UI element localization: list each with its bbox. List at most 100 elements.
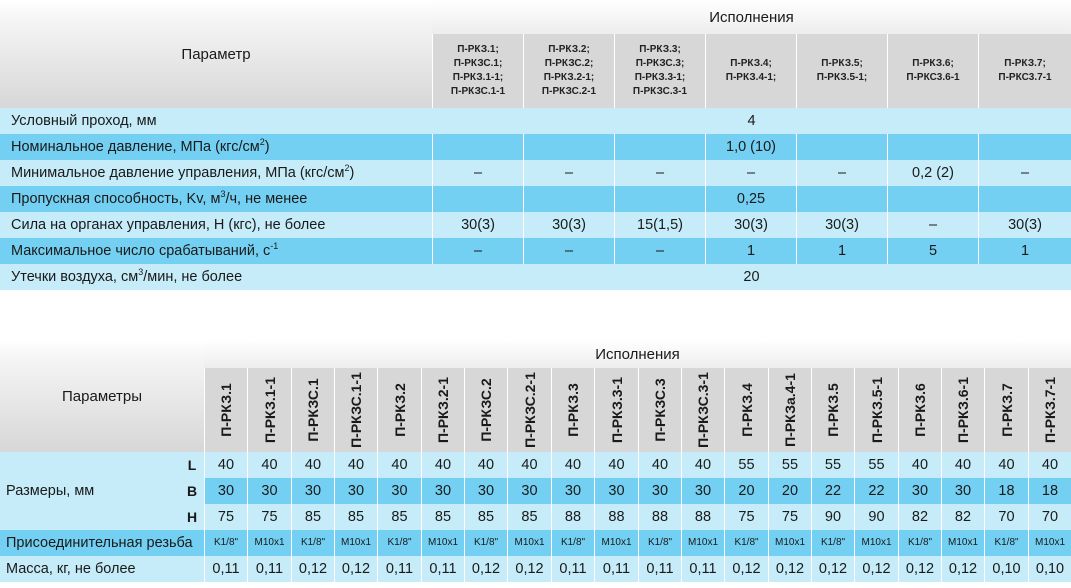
variant-header-text: П-РКЗ.1; П-РКЗС.1; П-РКЗ.1-1; П-РКЗС.1-1 [450, 44, 506, 97]
variant-header-text: П-РКЗ.3; П-РКЗС.3; П-РКЗ.3-1; П-РКЗС.3-1 [632, 44, 688, 97]
variant-header-text: П-РКЗ.1-1 [261, 376, 278, 444]
variant-header: П-РКЗС.1 [291, 368, 334, 452]
row-label: Утечки воздуха, см3/мин, не более [0, 264, 432, 290]
row-value: 30 [291, 478, 334, 504]
variant-header: П-РКЗС.2-1 [507, 368, 551, 452]
row-value: 75 [247, 504, 291, 530]
row-value [796, 186, 887, 212]
dimension-letter: L [180, 452, 204, 478]
variant-header-text: П-РКЗС.1 [305, 378, 321, 442]
row-value: M10x1 [421, 530, 464, 556]
variant-header-text: П-РКЗ.6 [912, 383, 928, 437]
variant-header-text: П-РКЗС.3-1 [695, 372, 711, 448]
row-value: M10x1 [854, 530, 898, 556]
row-value: 40 [507, 452, 551, 478]
row-value: 0,12 [941, 556, 984, 582]
row-value: 85 [421, 504, 464, 530]
variant-header: П-РКЗ.2-1 [421, 368, 464, 452]
row-value: K1/8" [638, 530, 681, 556]
variant-header: П-РКЗ.5; П-РКЗ.5-1; [796, 34, 887, 108]
variants-header-text: Исполнения [709, 8, 794, 26]
row-value [978, 186, 1071, 212]
row-value: M10x1 [507, 530, 551, 556]
row-value: – [705, 160, 796, 186]
row-label-superscript: 3 [138, 267, 144, 278]
variant-header: П-РКЗС.3 [638, 368, 681, 452]
row-value: 88 [551, 504, 594, 530]
variants-header: Исполнения [432, 0, 1071, 34]
row-value: 1 [978, 238, 1071, 264]
row-value: 0,12 [768, 556, 811, 582]
row-value: 40 [377, 452, 421, 478]
row-value: 0,12 [334, 556, 377, 582]
variant-header: П-РКЗС.1-1 [334, 368, 377, 452]
row-value: 0,11 [638, 556, 681, 582]
row-value: 30(3) [523, 212, 614, 238]
params-header: Параметры [0, 340, 204, 452]
row-value: 20 [432, 264, 1071, 290]
variant-header-text: П-РКЗ.2; П-РКЗС.2; П-РКЗ.2-1; П-РКЗС.2-1 [541, 44, 597, 97]
row-value: 18 [984, 478, 1028, 504]
row-label: Минимальное давление управления, МПа (кг… [0, 160, 432, 186]
row-label-superscript: -1 [270, 241, 279, 252]
row-value: 0,12 [291, 556, 334, 582]
variant-header: П-РКЗ.3-1 [594, 368, 638, 452]
variant-header: П-РКЗС.2 [464, 368, 507, 452]
row-label-superscript: 2 [344, 163, 350, 174]
row-value: 0,11 [247, 556, 291, 582]
param-header-text: Параметр [181, 45, 251, 63]
variant-header-text: П-РКЗ.6; П-РКС3.6-1 [906, 58, 960, 83]
row-value [523, 186, 614, 212]
table-row: B 30 30 30 30 30 30 30 30 30 30 30 30 20 20 22 22 30 30 18 1… [0, 478, 1071, 504]
table-row: Присоединительная резьба K1/8" M10x1 K1/8" M… [0, 530, 1071, 556]
variant-header-text: П-РКЗ.5; П-РКЗ.5-1; [816, 58, 868, 83]
row-value: 40 [681, 452, 724, 478]
param-header: Параметр [0, 0, 432, 108]
row-value: 40 [638, 452, 681, 478]
row-value: 88 [594, 504, 638, 530]
row-value: 20 [724, 478, 768, 504]
row-value: 5 [887, 238, 978, 264]
row-value: M10x1 [681, 530, 724, 556]
row-value: M10x1 [247, 530, 291, 556]
row-value: 20 [768, 478, 811, 504]
row-value: – [978, 160, 1071, 186]
row-value: 40 [421, 452, 464, 478]
row-value: M10x1 [334, 530, 377, 556]
variant-header-text: П-РКЗС.2-1 [521, 372, 538, 448]
row-value: 85 [464, 504, 507, 530]
table-row: Номинальное давление, МПа (кгс/см2) 1,0 (… [0, 134, 1071, 160]
row-value: 22 [854, 478, 898, 504]
variant-header: П-РКЗ.3 [551, 368, 594, 452]
row-value: 90 [854, 504, 898, 530]
row-value: 30 [551, 478, 594, 504]
row-value: 0,11 [681, 556, 724, 582]
table-row: Условный проход, мм 4 [0, 108, 1071, 134]
row-value: M10x1 [1028, 530, 1071, 556]
row-value: M10x1 [594, 530, 638, 556]
row-value: – [523, 160, 614, 186]
variant-header: П-РКЗ.5-1 [854, 368, 898, 452]
row-value: 30 [421, 478, 464, 504]
variant-header-text: П-РКЗС.2 [478, 378, 494, 442]
variant-header: П-РКЗ.2; П-РКЗС.2; П-РКЗ.2-1; П-РКЗС.2-1 [523, 34, 614, 108]
row-value: – [887, 212, 978, 238]
variants-header: Исполнения [204, 340, 1071, 368]
row-value [978, 134, 1071, 160]
row-label: Пропускная способность, Kv, м3/ч, не мен… [0, 186, 432, 212]
row-value [523, 134, 614, 160]
row-label: Сила на органах управления, Н (кгс), не … [0, 212, 432, 238]
dimension-letter: B [180, 478, 204, 504]
row-value: 30(3) [432, 212, 523, 238]
row-value [432, 186, 523, 212]
variants-header-text: Исполнения [595, 345, 680, 363]
row-label: Номинальное давление, МПа (кгс/см2) [0, 134, 432, 160]
row-value: 22 [811, 478, 854, 504]
variant-header: П-РКЗ.7; П-РКС3.7-1 [978, 34, 1071, 108]
row-value [614, 134, 705, 160]
row-value: 55 [724, 452, 768, 478]
row-value: 70 [984, 504, 1028, 530]
row-value [887, 134, 978, 160]
row-value: 1 [705, 238, 796, 264]
row-value: 40 [898, 452, 941, 478]
